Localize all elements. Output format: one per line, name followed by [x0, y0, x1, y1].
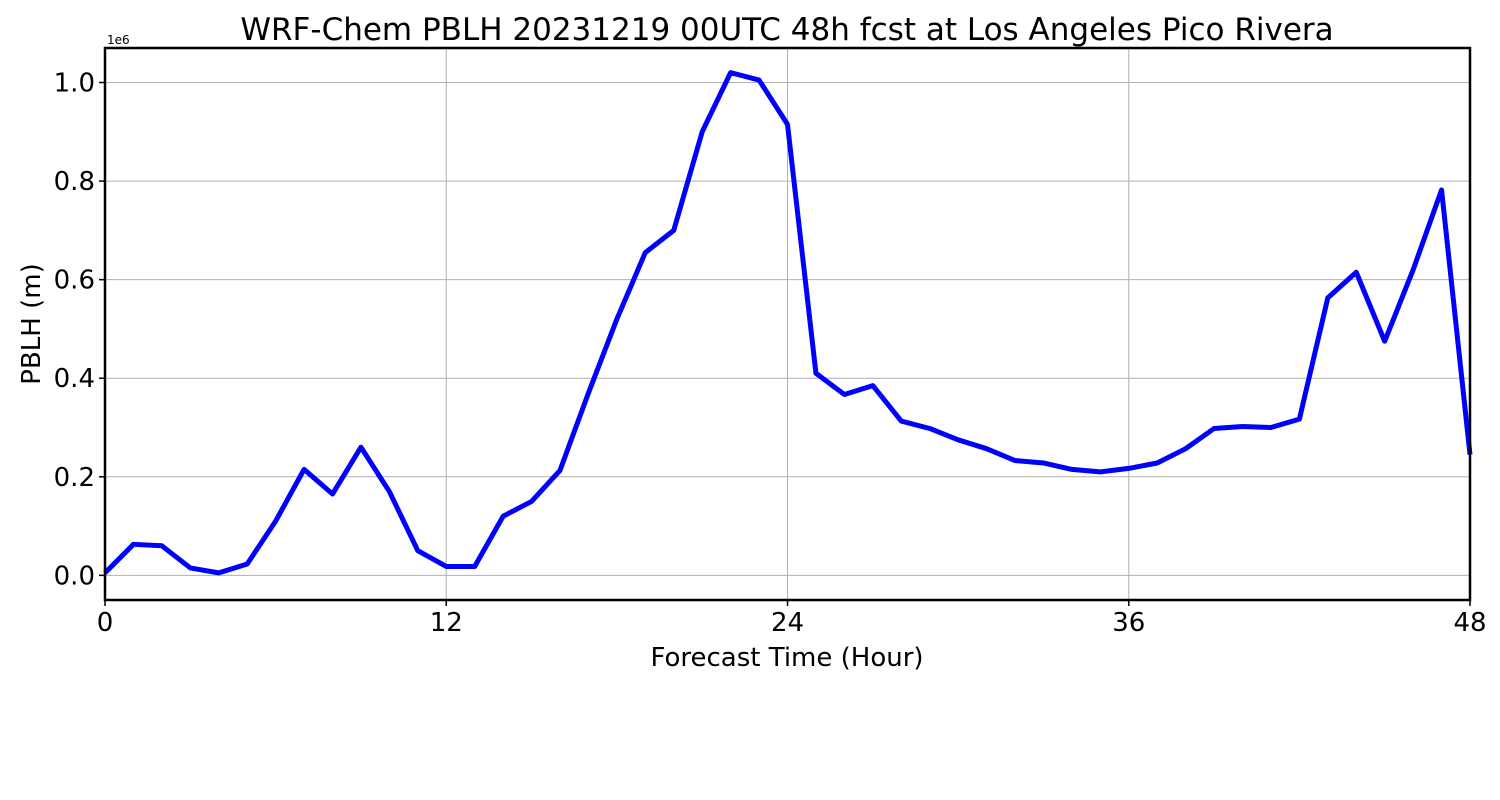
y-tick-label: 0.2: [54, 463, 95, 493]
y-axis-label: PBLH (m): [17, 263, 47, 384]
axis-ticks: 0 12 24 36 48 0.0 0.2 0.4 0.6 0.8 1.0: [54, 69, 1487, 639]
data-point: [274, 519, 278, 523]
data-point: [1184, 447, 1188, 451]
data-point: [928, 426, 932, 430]
data-point: [672, 228, 676, 232]
data-point: [1212, 426, 1216, 430]
data-point: [188, 566, 192, 570]
data-point: [786, 122, 790, 126]
series-line: [103, 70, 1473, 576]
data-point: [444, 564, 448, 568]
data-point: [416, 549, 420, 553]
data-point: [814, 371, 818, 375]
data-point: [1411, 268, 1415, 272]
data-point: [1297, 417, 1301, 421]
data-point: [586, 391, 590, 395]
data-point: [1326, 296, 1330, 300]
data-point: [1098, 470, 1102, 474]
data-point: [1155, 461, 1159, 465]
data-point: [700, 130, 704, 134]
data-point: [1070, 467, 1074, 471]
data-point: [757, 78, 761, 82]
data-point: [1269, 426, 1273, 430]
y-tick-label: 1.0: [54, 69, 95, 99]
data-point: [359, 445, 363, 449]
data-point: [643, 251, 647, 255]
y-tick-label: 0.8: [54, 167, 95, 197]
data-point: [956, 438, 960, 442]
data-point: [473, 564, 477, 568]
data-point: [1383, 339, 1387, 343]
data-point: [160, 544, 164, 548]
data-point: [558, 468, 562, 472]
x-tick-label: 0: [97, 608, 114, 638]
data-point: [530, 499, 534, 503]
data-point: [1354, 270, 1358, 274]
y-tick-label: 0.4: [54, 364, 95, 394]
x-tick-label: 12: [430, 608, 463, 638]
chart-title: WRF-Chem PBLH 20231219 00UTC 48h fcst at…: [240, 12, 1333, 48]
data-point: [985, 447, 989, 451]
data-point: [899, 419, 903, 423]
data-point: [1440, 188, 1444, 192]
y-tick-label: 0.0: [54, 561, 95, 591]
data-point: [871, 384, 875, 388]
data-point: [1013, 459, 1017, 463]
x-tick-label: 36: [1112, 608, 1145, 638]
x-tick-label: 48: [1453, 608, 1486, 638]
data-point: [245, 562, 249, 566]
data-point: [1041, 461, 1045, 465]
y-offset-label: 1e6: [107, 33, 130, 47]
data-point: [387, 490, 391, 494]
data-point: [331, 492, 335, 496]
data-point: [501, 514, 505, 518]
data-point: [1241, 425, 1245, 429]
data-point: [615, 317, 619, 321]
data-point: [131, 542, 135, 546]
data-point: [842, 392, 846, 396]
x-axis-label: Forecast Time (Hour): [650, 643, 923, 673]
y-tick-label: 0.6: [54, 266, 95, 296]
data-point: [302, 467, 306, 471]
data-point: [729, 71, 733, 75]
x-tick-label: 24: [771, 608, 804, 638]
data-point: [217, 571, 221, 575]
data-point: [1127, 466, 1131, 470]
data-series: [103, 70, 1473, 576]
